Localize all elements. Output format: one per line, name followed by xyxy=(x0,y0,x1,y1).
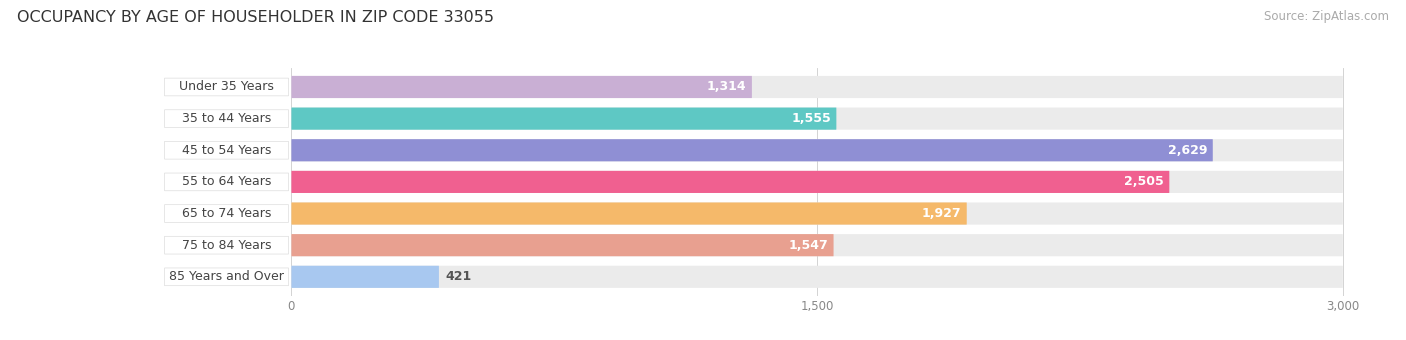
FancyBboxPatch shape xyxy=(291,139,1213,162)
FancyBboxPatch shape xyxy=(291,266,1343,288)
Text: 55 to 64 Years: 55 to 64 Years xyxy=(181,175,271,188)
FancyBboxPatch shape xyxy=(291,107,837,130)
Text: Source: ZipAtlas.com: Source: ZipAtlas.com xyxy=(1264,10,1389,23)
FancyBboxPatch shape xyxy=(165,268,288,286)
FancyBboxPatch shape xyxy=(291,234,834,256)
FancyBboxPatch shape xyxy=(291,202,1343,225)
Text: 75 to 84 Years: 75 to 84 Years xyxy=(181,239,271,252)
FancyBboxPatch shape xyxy=(291,234,1343,256)
FancyBboxPatch shape xyxy=(165,236,288,254)
Text: 1,555: 1,555 xyxy=(792,112,831,125)
FancyBboxPatch shape xyxy=(291,139,1343,162)
FancyBboxPatch shape xyxy=(165,173,288,191)
FancyBboxPatch shape xyxy=(291,266,439,288)
FancyBboxPatch shape xyxy=(165,110,288,128)
Text: 85 Years and Over: 85 Years and Over xyxy=(169,270,284,283)
Text: 35 to 44 Years: 35 to 44 Years xyxy=(181,112,271,125)
Text: 65 to 74 Years: 65 to 74 Years xyxy=(181,207,271,220)
FancyBboxPatch shape xyxy=(291,76,752,98)
Text: Under 35 Years: Under 35 Years xyxy=(179,81,274,94)
Text: 1,547: 1,547 xyxy=(789,239,828,252)
FancyBboxPatch shape xyxy=(291,171,1343,193)
Text: OCCUPANCY BY AGE OF HOUSEHOLDER IN ZIP CODE 33055: OCCUPANCY BY AGE OF HOUSEHOLDER IN ZIP C… xyxy=(17,10,494,25)
FancyBboxPatch shape xyxy=(291,171,1170,193)
FancyBboxPatch shape xyxy=(291,107,1343,130)
FancyBboxPatch shape xyxy=(165,78,288,96)
FancyBboxPatch shape xyxy=(165,205,288,222)
FancyBboxPatch shape xyxy=(165,141,288,159)
Text: 1,927: 1,927 xyxy=(922,207,962,220)
Text: 2,505: 2,505 xyxy=(1125,175,1164,188)
Text: 2,629: 2,629 xyxy=(1168,144,1208,157)
Text: 1,314: 1,314 xyxy=(707,81,747,94)
Text: 45 to 54 Years: 45 to 54 Years xyxy=(181,144,271,157)
FancyBboxPatch shape xyxy=(291,76,1343,98)
FancyBboxPatch shape xyxy=(291,202,967,225)
Text: 421: 421 xyxy=(446,270,472,283)
